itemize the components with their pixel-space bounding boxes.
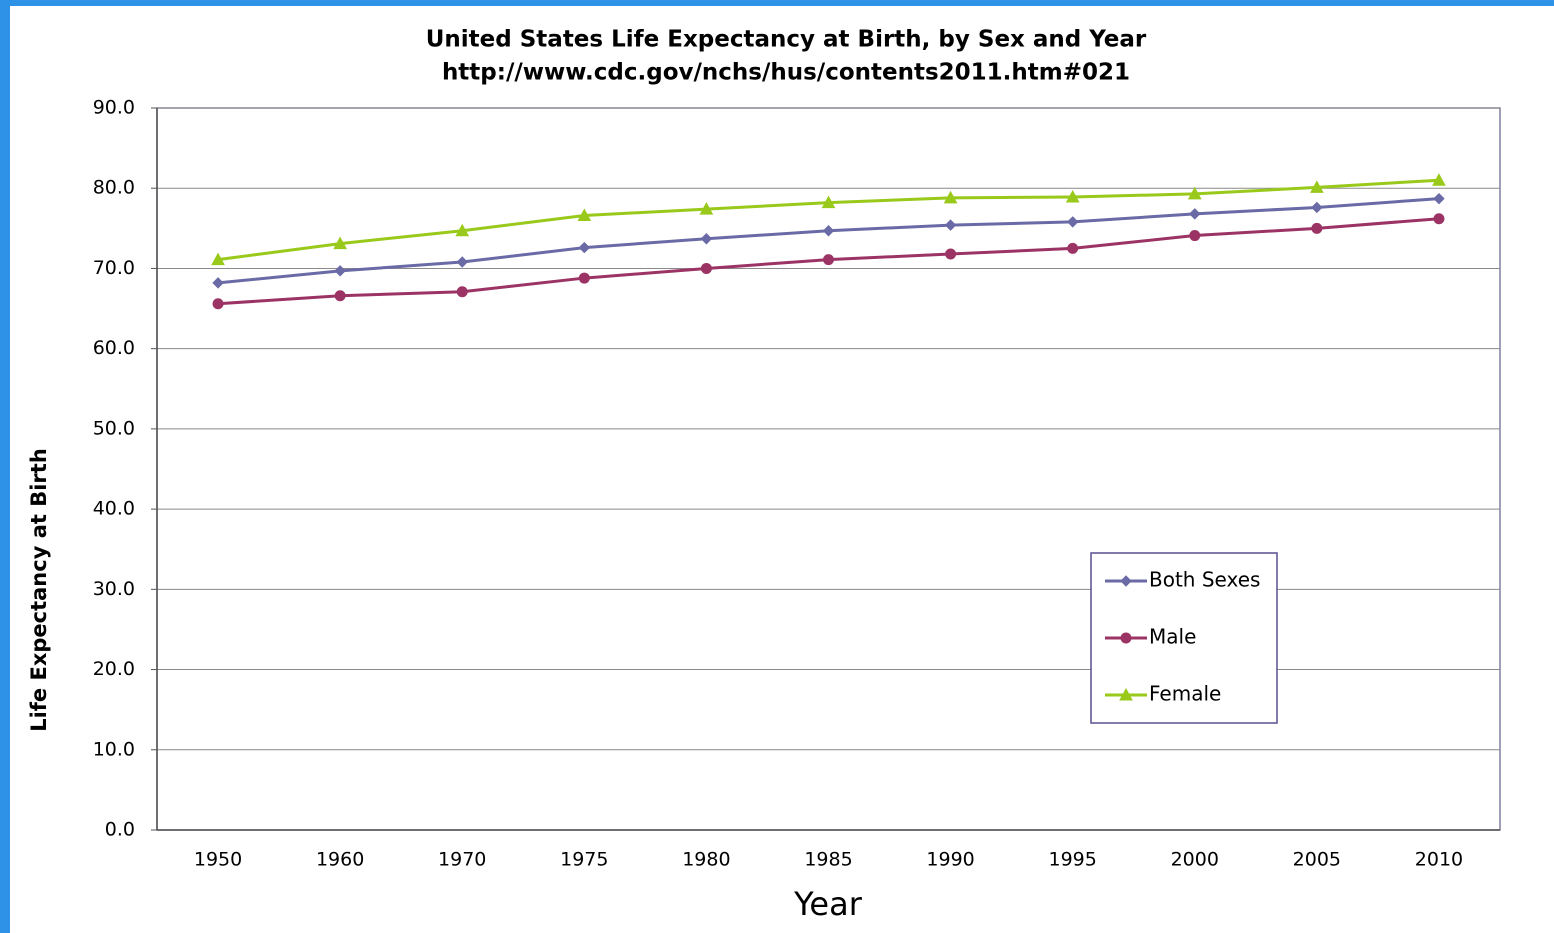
legend-marker: [1120, 632, 1132, 644]
x-axis-label: Year: [793, 885, 863, 923]
y-tick-label: 30.0: [93, 578, 135, 600]
x-tick-label: 1975: [560, 849, 608, 871]
data-point: [1067, 242, 1079, 254]
data-point: [455, 223, 470, 237]
y-tick-label: 60.0: [93, 337, 135, 359]
y-tick-label: 50.0: [93, 417, 135, 439]
data-point: [578, 272, 590, 284]
x-tick-label: 1985: [804, 849, 852, 871]
legend-label: Male: [1149, 625, 1196, 649]
data-point: [1189, 208, 1201, 220]
data-point: [456, 256, 468, 268]
data-point: [333, 236, 347, 250]
y-tick-label: 70.0: [93, 257, 135, 279]
x-tick-label: 2010: [1415, 849, 1463, 871]
data-point: [334, 265, 346, 277]
data-point: [456, 286, 468, 298]
data-point: [1432, 173, 1446, 186]
legend-label: Female: [1149, 682, 1221, 706]
y-tick-label: 90.0: [93, 97, 135, 119]
data-point: [822, 225, 835, 237]
x-tick-label: 1970: [438, 849, 486, 871]
data-point: [211, 252, 225, 266]
x-tick-label: 1995: [1049, 849, 1097, 871]
data-point: [1311, 222, 1323, 234]
data-point: [700, 233, 713, 245]
data-point: [699, 202, 714, 215]
legend-label: Both Sexes: [1149, 568, 1260, 592]
data-point: [212, 277, 224, 289]
y-axis-label: Life Expectancy at Birth: [27, 448, 51, 732]
x-tick-label: 2005: [1293, 849, 1341, 871]
data-point: [334, 290, 346, 302]
data-point: [700, 262, 712, 274]
y-tick-label: 10.0: [93, 738, 135, 760]
data-point: [212, 298, 224, 310]
data-point: [577, 208, 592, 221]
data-point: [578, 241, 591, 254]
legend-marker: [1120, 575, 1132, 587]
data-point: [1065, 190, 1080, 203]
data-point: [823, 254, 834, 266]
x-tick-label: 1980: [682, 849, 730, 871]
data-point: [1433, 213, 1445, 225]
data-point: [1311, 201, 1323, 214]
data-point: [1310, 180, 1324, 193]
x-tick-label: 1990: [926, 849, 974, 871]
data-point: [943, 190, 958, 204]
legend-marker: [1119, 687, 1133, 701]
y-tick-label: 80.0: [93, 177, 135, 199]
x-tick-label: 2000: [1171, 849, 1219, 871]
chart-subtitle: http://www.cdc.gov/nchs/hus/contents2011…: [442, 60, 1130, 86]
data-point: [944, 219, 957, 231]
data-point: [945, 248, 957, 260]
y-tick-label: 20.0: [93, 658, 135, 680]
y-tick-label: 0.0: [105, 819, 135, 841]
data-point: [1189, 230, 1201, 242]
data-point: [1187, 186, 1202, 200]
y-tick-label: 40.0: [93, 498, 135, 520]
data-point: [821, 195, 836, 209]
data-point: [1066, 216, 1079, 228]
data-point: [1433, 192, 1445, 205]
chart-title: United States Life Expectancy at Birth, …: [426, 27, 1147, 53]
x-tick-label: 1950: [194, 849, 242, 871]
x-tick-label: 1960: [316, 849, 364, 871]
slide-panel: [10, 6, 1554, 933]
